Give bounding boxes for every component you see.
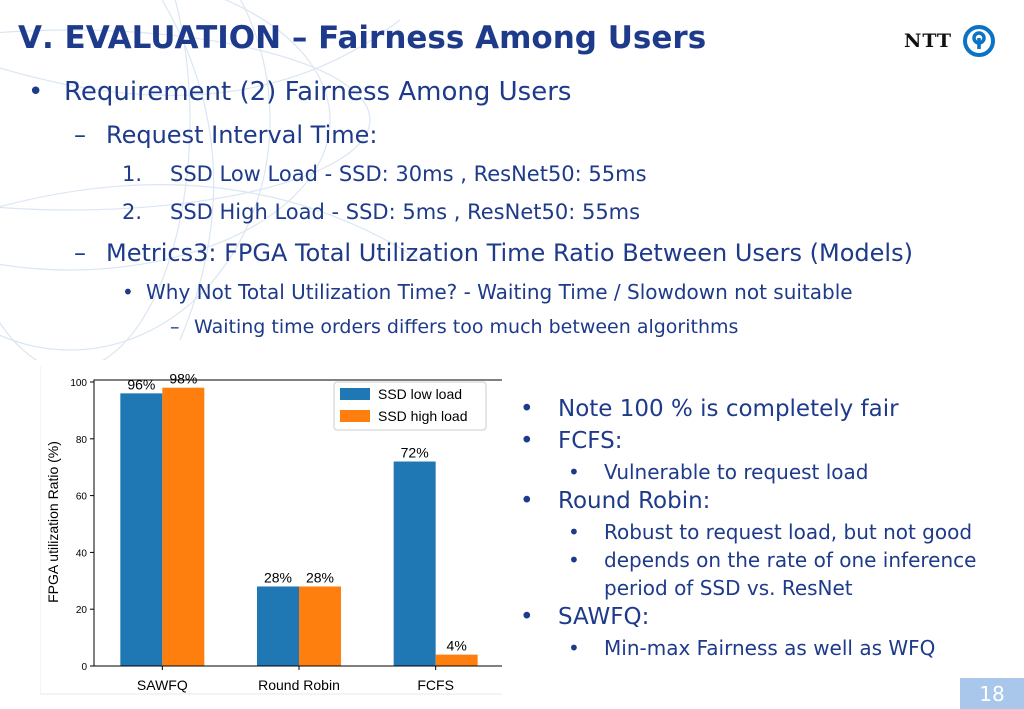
y-tick-label: 20 <box>76 605 88 616</box>
bullet-waiting-time: – Waiting time orders differs too much be… <box>170 316 738 338</box>
list-number: 1. <box>122 162 143 186</box>
bar-round-robin-ssd-high-load <box>299 586 341 666</box>
bar-value-label: 98% <box>169 371 197 387</box>
note-text: Robust to request load, but not good <box>604 520 973 544</box>
note-rr-depends: • depends on the rate of one inference <box>568 548 976 572</box>
x-tick-label: SAWFQ <box>137 677 188 693</box>
note-text: depends on the rate of one inference <box>604 548 977 572</box>
note-rr-depends-cont: period of SSD vs. ResNet <box>604 576 853 600</box>
ntt-logo-icon <box>962 25 995 57</box>
y-tick-label: 100 <box>70 378 87 389</box>
note-fair: • Note 100 % is completely fair <box>520 396 899 422</box>
ntt-logo: NTT <box>904 24 996 58</box>
bar-round-robin-ssd-low-load <box>257 586 299 666</box>
page-number: 18 <box>960 678 1024 709</box>
slide-title: Ⅴ. EVALUATION – Fairness Among Users <box>18 20 707 56</box>
bullet-marker: • <box>520 488 534 514</box>
note-round-robin: • Round Robin: <box>520 488 710 514</box>
legend-swatch-high <box>340 410 370 422</box>
bullet-marker: • <box>520 604 534 630</box>
bar-value-label: 4% <box>447 638 467 654</box>
bullet-text: Why Not Total Utilization Time? - Waitin… <box>146 280 853 304</box>
bullet-marker: • <box>568 460 580 484</box>
plot-frame <box>93 379 502 667</box>
list-text: SSD Low Load - SSD: 30ms , ResNet50: 55m… <box>170 162 647 186</box>
bullet-marker: • <box>28 77 44 107</box>
y-tick-label: 0 <box>81 662 87 673</box>
x-tick-label: Round Robin <box>258 677 340 693</box>
note-text: Vulnerable to request load <box>604 460 869 484</box>
note-fcfs-vulnerable: • Vulnerable to request load <box>568 460 869 484</box>
y-tick-label: 40 <box>76 548 88 559</box>
legend-label-high: SSD high load <box>378 408 468 424</box>
bullet-marker: • <box>568 636 580 660</box>
chart-legend: SSD low load SSD high load <box>333 381 487 431</box>
bullet-marker: – <box>74 121 86 149</box>
bullet-marker: • <box>568 548 580 572</box>
bullet-requirement: • Requirement (2) Fairness Among Users <box>28 77 571 107</box>
bullet-text: Waiting time orders differs too much bet… <box>194 316 739 338</box>
bar-value-label: 28% <box>264 569 292 585</box>
y-tick-label: 60 <box>76 492 88 503</box>
bullet-why-not: • Why Not Total Utilization Time? - Waiti… <box>122 280 853 304</box>
bar-value-label: 72% <box>401 445 429 461</box>
bullet-request-interval: – Request Interval Time: <box>74 121 377 149</box>
legend-box <box>333 381 487 431</box>
bullet-text: Metrics3: FPGA Total Utilization Time Ra… <box>106 239 913 267</box>
note-text: SAWFQ: <box>558 604 650 630</box>
bullet-marker: • <box>122 280 134 304</box>
y-axis-label: FPGA utilization Ratio (%) <box>45 441 61 603</box>
legend-swatch-low <box>340 388 370 400</box>
bullet-text: Request Interval Time: <box>106 121 378 149</box>
utilization-chart: 96% 98% 28% 28% 72% 4% 0 20 40 60 80 100 SAWFQ Roun… <box>40 362 502 702</box>
note-text: Min-max Fairness as well as WFQ <box>604 636 936 660</box>
x-tick-label: FCFS <box>417 677 454 693</box>
note-fcfs: • FCFS: <box>520 428 622 454</box>
logo-text: NTT <box>904 30 952 52</box>
bullet-marker: • <box>568 520 580 544</box>
bullet-marker: – <box>170 316 180 338</box>
list-number: 2. <box>122 200 143 224</box>
legend-label-low: SSD low load <box>378 386 462 402</box>
bullet-marker: • <box>520 396 534 422</box>
list-item-high-load: 2. SSD High Load - SSD: 5ms , ResNet50: 5… <box>122 200 640 224</box>
chart-svg: 96% 98% 28% 28% 72% 4% 0 20 40 60 80 100 SAWFQ Roun… <box>40 366 502 695</box>
bar-value-label: 28% <box>306 569 334 585</box>
y-tick-label: 80 <box>76 435 88 446</box>
bullet-marker: – <box>74 239 86 267</box>
list-text: SSD High Load - SSD: 5ms , ResNet50: 55m… <box>170 200 641 224</box>
bar-fcfs-ssd-high-load <box>435 654 478 666</box>
note-sawfq: • SAWFQ: <box>520 604 649 630</box>
note-sawfq-minmax: • Min-max Fairness as well as WFQ <box>568 636 935 660</box>
bar-sawfq-ssd-high-load <box>162 387 205 666</box>
bullet-text: Requirement (2) Fairness Among Users <box>64 77 572 107</box>
note-rr-robust: • Robust to request load, but not good <box>568 520 972 544</box>
bar-sawfq-ssd-low-load <box>120 393 163 666</box>
bar-value-label: 96% <box>127 376 155 392</box>
bullet-marker: • <box>520 428 534 454</box>
list-item-low-load: 1. SSD Low Load - SSD: 30ms , ResNet50: 5… <box>122 162 647 186</box>
note-text: Round Robin: <box>558 488 711 514</box>
bullet-metrics3: – Metrics3: FPGA Total Utilization Time R… <box>74 239 913 267</box>
note-text: Note 100 % is completely fair <box>558 396 899 422</box>
bar-fcfs-ssd-low-load <box>393 461 436 666</box>
note-text: FCFS: <box>558 428 623 454</box>
